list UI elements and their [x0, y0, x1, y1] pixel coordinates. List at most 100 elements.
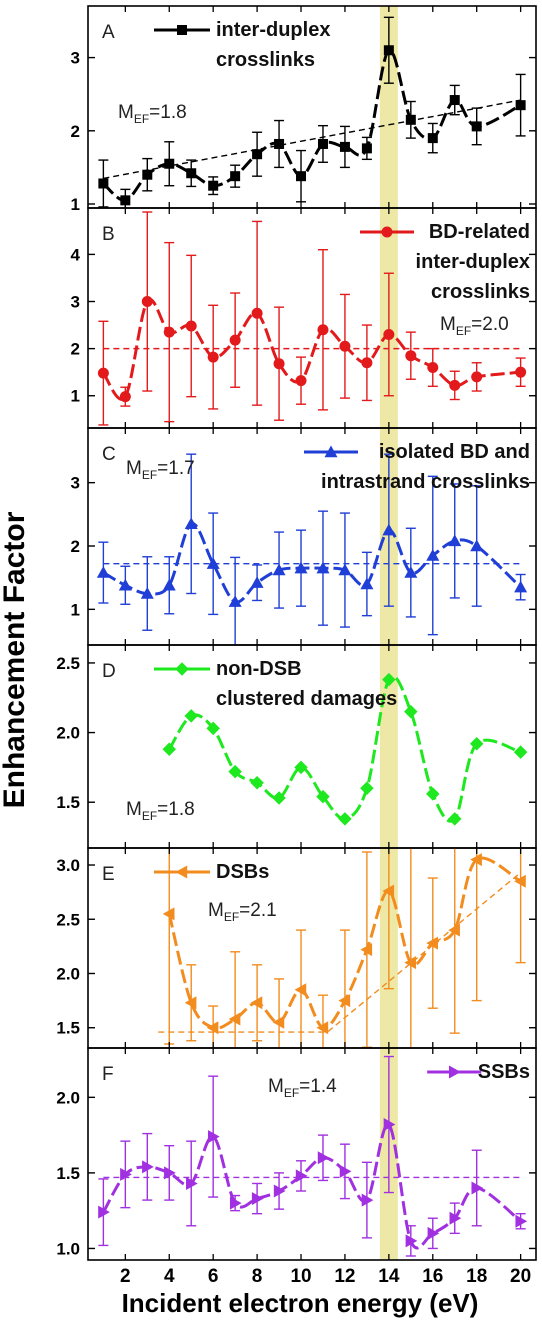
legend-label: DSBs [216, 861, 269, 883]
data-point [404, 956, 417, 970]
mef-base: M [126, 458, 142, 479]
legend-marker [381, 226, 393, 238]
mef-base: M [208, 900, 224, 921]
data-point [118, 578, 132, 591]
data-point [515, 1214, 528, 1228]
y-tick-label: 2 [71, 340, 80, 359]
data-point [295, 375, 307, 387]
mef-label: MEF=2.1 [208, 900, 277, 924]
panel-frame [87, 1047, 537, 1261]
legend-label: non-DSB [216, 658, 302, 680]
data-point [97, 367, 109, 379]
data-point [426, 549, 440, 561]
x-tick-label: 8 [252, 1266, 263, 1287]
data-point [294, 983, 307, 997]
y-tick-label: 2 [71, 537, 80, 556]
y-tick-label: 2.5 [56, 654, 80, 673]
data-point [228, 764, 242, 779]
data-point [514, 874, 526, 888]
data-point [382, 884, 395, 898]
data-point [383, 1118, 396, 1132]
plot-area [158, 848, 526, 1048]
legend-label: inter-duplex [216, 19, 330, 41]
data-point [272, 1015, 285, 1029]
data-point [426, 787, 440, 801]
mef-value: =1.8 [157, 799, 195, 820]
data-point [382, 672, 396, 687]
data-point [360, 577, 374, 590]
legend-label: isolated BD and [379, 441, 530, 463]
x-tick-label: 6 [208, 1266, 219, 1287]
legend-label: intrastrand crosslinks [321, 471, 530, 493]
x-tick-label: 16 [422, 1266, 443, 1287]
data-point [382, 523, 396, 536]
data-point [449, 95, 460, 106]
y-tick-label: 2.0 [56, 964, 80, 983]
y-tick-label: 1 [71, 387, 80, 406]
data-point [272, 563, 286, 576]
x-tick-label: 20 [510, 1266, 531, 1287]
data-point [164, 1166, 176, 1180]
data-point [383, 328, 395, 340]
data-point [448, 534, 462, 547]
panel-b: 1 2 3 4 B BD-related inter-duplex crosslinks MEF… [71, 207, 537, 429]
data-point [317, 1151, 330, 1165]
data-point [405, 114, 416, 125]
data-point [98, 1205, 110, 1219]
plot-area [98, 1055, 528, 1257]
mef-subscript: EF [284, 1086, 299, 1100]
series-line [102, 1123, 522, 1250]
mef-value: =1.7 [157, 458, 195, 479]
data-point [250, 996, 263, 1010]
mef-label: MEF=1.4 [268, 1076, 337, 1100]
data-point [273, 358, 285, 370]
data-point [162, 578, 176, 591]
data-point [338, 563, 352, 576]
data-point [404, 704, 418, 719]
data-point [471, 121, 482, 132]
data-point [383, 45, 394, 56]
data-point [317, 324, 329, 336]
data-point [427, 133, 438, 144]
y-tick-label: 2.0 [56, 1088, 80, 1107]
data-point [338, 994, 351, 1008]
mef-base: M [440, 314, 456, 335]
data-point [449, 1211, 462, 1225]
panel-e: 1.5 2.0 2.5 3.0 E DSBs MEF=2.1 [56, 847, 537, 1049]
y-tick-label: 3 [71, 293, 80, 312]
data-point [120, 195, 131, 206]
y-tick-label: 2.5 [56, 910, 80, 929]
data-point [274, 138, 285, 149]
data-point [208, 180, 219, 191]
data-point [184, 996, 197, 1010]
y-tick-label: 1 [71, 195, 80, 214]
y-tick-label: 1.5 [56, 1164, 80, 1183]
data-point [515, 366, 527, 378]
data-point [448, 923, 460, 937]
plot-area [96, 453, 528, 645]
mef-value: =1.8 [149, 102, 187, 123]
legend-marker [175, 865, 188, 879]
panel-f: 1.0 1.5 2.0 F SSBs MEF=1.4 [56, 1047, 537, 1261]
plot-area [97, 211, 527, 426]
data-point [162, 742, 177, 757]
y-tick-label: 3 [71, 474, 80, 493]
mef-label: MEF=1.8 [126, 799, 195, 823]
panel-c: 1 2 3 C isolated BD and intrastrand crosslink… [71, 427, 537, 646]
y-tick-label: 3.0 [56, 856, 80, 875]
data-point [470, 539, 484, 552]
y-tick-label: 4 [71, 245, 81, 264]
x-tick-label: 18 [466, 1266, 487, 1287]
data-point [252, 149, 263, 160]
data-point [294, 760, 308, 775]
data-point [316, 789, 330, 804]
y-tick-label: 2.0 [56, 724, 80, 743]
x-tick-label: 12 [334, 1266, 355, 1287]
data-point [273, 1184, 286, 1198]
data-point [206, 721, 220, 736]
y-tick-label: 1 [71, 600, 80, 619]
mef-subscript: EF [456, 324, 471, 338]
mef-value: =2.0 [471, 314, 509, 335]
data-point [361, 357, 373, 369]
data-point [120, 1167, 132, 1181]
